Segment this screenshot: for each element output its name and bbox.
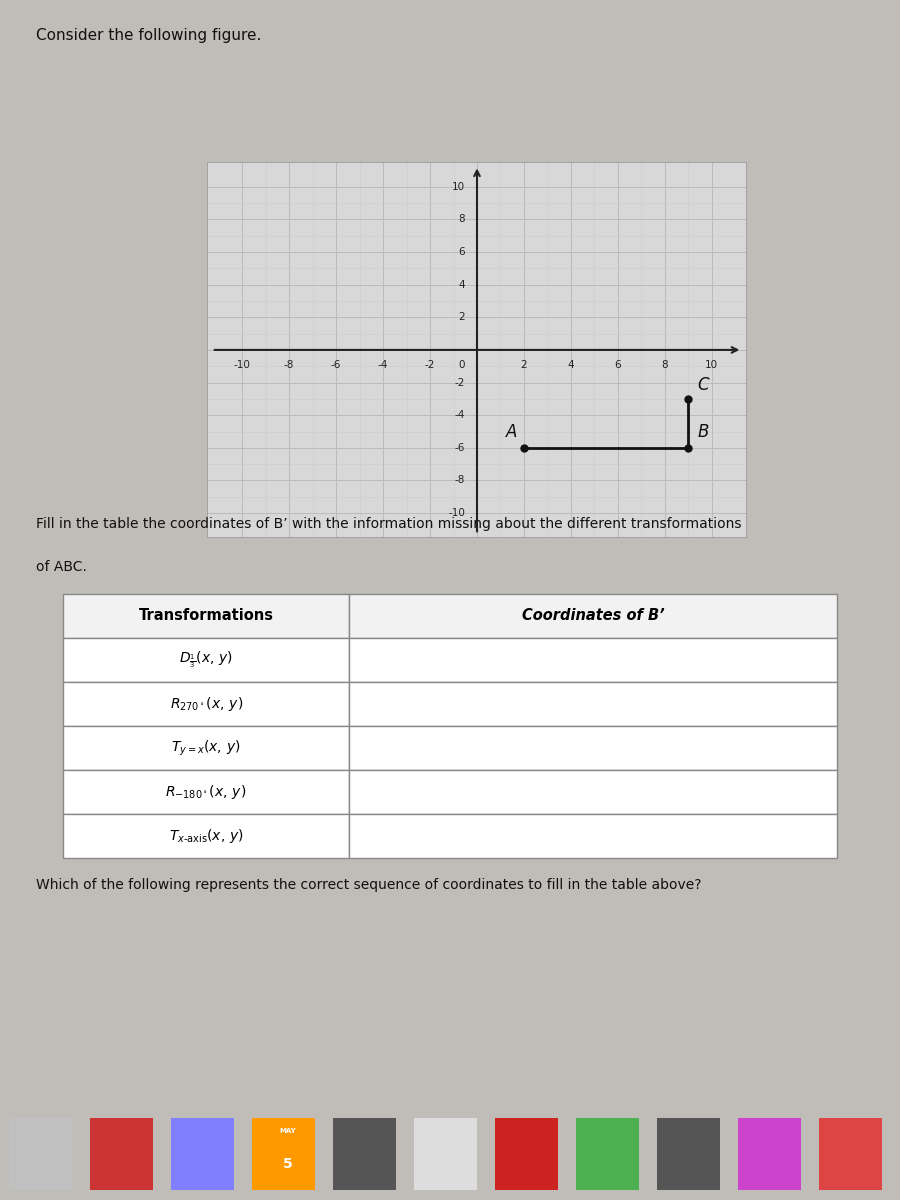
Text: Which of the following represents the correct sequence of coordinates to fill in: Which of the following represents the co… [36, 878, 701, 893]
Text: 0: 0 [459, 360, 465, 370]
Text: 5: 5 [284, 1157, 292, 1170]
Bar [495, 1118, 558, 1190]
Text: -4: -4 [378, 360, 388, 370]
Text: 2: 2 [459, 312, 465, 323]
Text: -6: -6 [454, 443, 465, 452]
Bar [349, 770, 837, 814]
Text: 8: 8 [459, 215, 465, 224]
Text: -10: -10 [448, 508, 465, 518]
Bar [63, 770, 349, 814]
Text: -8: -8 [454, 475, 465, 486]
Text: $T_{x\text{-axis}}(x,\,y)$: $T_{x\text{-axis}}(x,\,y)$ [168, 827, 244, 845]
Text: 4: 4 [459, 280, 465, 289]
Text: 8: 8 [662, 360, 668, 370]
Text: $R_{-180^\circ}(x,\,y)$: $R_{-180^\circ}(x,\,y)$ [166, 782, 247, 802]
Bar [349, 726, 837, 770]
Text: -2: -2 [454, 378, 465, 388]
Text: Fill in the table the coordinates of B’ with the information missing about the d: Fill in the table the coordinates of B’ … [36, 517, 742, 532]
Text: -2: -2 [425, 360, 436, 370]
Bar [576, 1118, 639, 1190]
Bar [349, 814, 837, 858]
Text: 6: 6 [615, 360, 621, 370]
Text: $T_{y=x}(x,\,y)$: $T_{y=x}(x,\,y)$ [171, 738, 241, 757]
Text: 4: 4 [568, 360, 574, 370]
Bar [90, 1118, 153, 1190]
Text: -8: -8 [284, 360, 294, 370]
Bar [207, 162, 747, 538]
Text: Transformations: Transformations [139, 608, 274, 624]
Bar [171, 1118, 234, 1190]
Text: of ABC.: of ABC. [36, 560, 87, 575]
Bar [63, 594, 349, 638]
Bar [738, 1118, 801, 1190]
Text: Coordinates of B’: Coordinates of B’ [522, 608, 664, 624]
Text: Consider the following figure.: Consider the following figure. [36, 28, 261, 43]
Text: 2: 2 [520, 360, 527, 370]
Bar [657, 1118, 720, 1190]
Bar [819, 1118, 882, 1190]
Text: 6: 6 [459, 247, 465, 257]
Text: -4: -4 [454, 410, 465, 420]
Text: $D_{\frac{1}{3}}(x,\,y)$: $D_{\frac{1}{3}}(x,\,y)$ [179, 649, 233, 671]
Text: 10: 10 [706, 360, 718, 370]
Text: A: A [506, 424, 517, 442]
Text: B: B [698, 424, 709, 442]
Text: MAY: MAY [280, 1128, 296, 1134]
Bar [349, 594, 837, 638]
Bar [349, 638, 837, 682]
Text: -6: -6 [331, 360, 341, 370]
Bar [63, 682, 349, 726]
Text: $R_{270^\circ}(x,\,y)$: $R_{270^\circ}(x,\,y)$ [169, 695, 243, 713]
Bar [63, 814, 349, 858]
Text: -10: -10 [234, 360, 251, 370]
Bar [333, 1118, 396, 1190]
Text: C: C [698, 376, 709, 394]
Bar [63, 638, 349, 682]
Bar [9, 1118, 72, 1190]
Bar [63, 726, 349, 770]
Text: 10: 10 [452, 181, 465, 192]
Bar [414, 1118, 477, 1190]
Bar [349, 682, 837, 726]
Bar [252, 1118, 315, 1190]
